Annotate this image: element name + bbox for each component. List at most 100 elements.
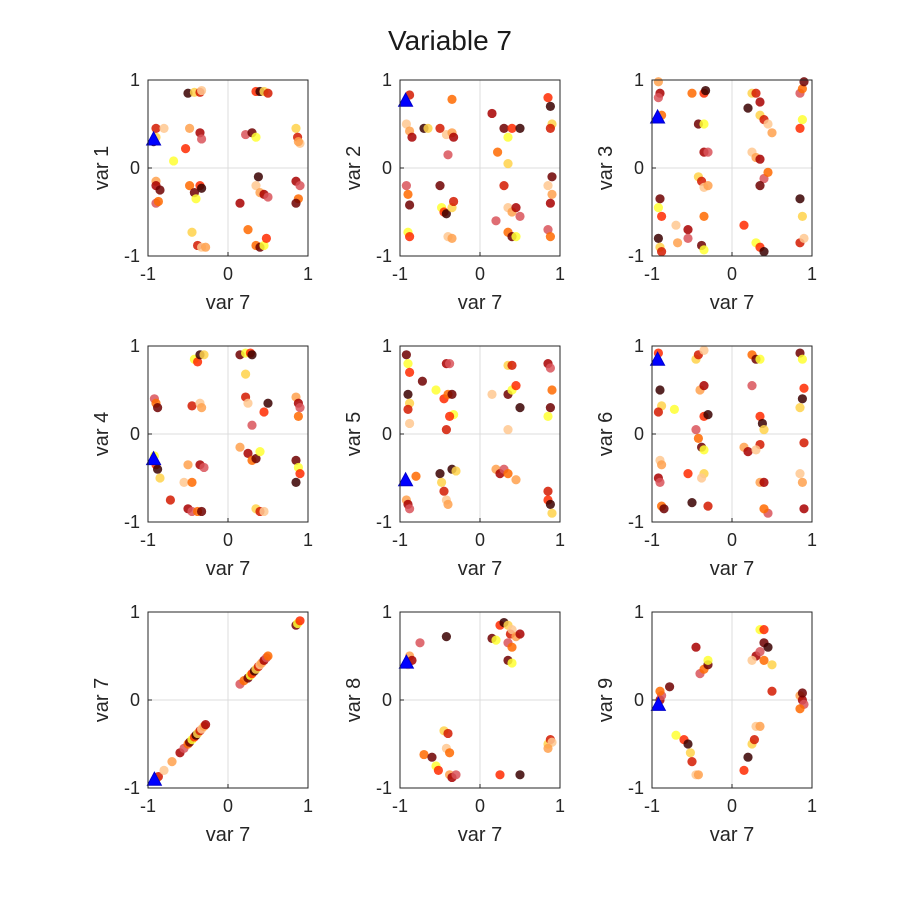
data-point [547, 508, 557, 518]
data-point [155, 473, 165, 483]
x-tick-label: 0 [727, 530, 737, 550]
data-point [405, 200, 415, 210]
data-point [795, 469, 805, 479]
y-tick-label: 0 [634, 424, 644, 444]
data-point [657, 460, 667, 470]
x-tick-label: 0 [475, 264, 485, 284]
y-tick-label: 0 [382, 158, 392, 178]
data-point [291, 123, 301, 133]
data-point [669, 404, 680, 414]
data-point [653, 77, 664, 87]
data-point [655, 194, 665, 204]
data-point [545, 232, 556, 242]
data-point [445, 411, 455, 421]
data-point [755, 97, 765, 107]
x-axis-label: var 7 [458, 824, 502, 846]
data-point [683, 225, 693, 235]
data-point [657, 247, 667, 257]
data-point [739, 765, 749, 776]
data-point [659, 504, 669, 514]
data-point [197, 403, 207, 413]
data-point [547, 172, 557, 182]
data-point [197, 85, 207, 96]
y-tick-label: -1 [376, 778, 392, 798]
data-point [419, 749, 429, 760]
x-axis-label: var 7 [458, 292, 502, 314]
data-point [699, 119, 709, 129]
data-point [653, 233, 664, 243]
data-point [797, 477, 808, 487]
data-point [691, 425, 701, 435]
subplot-4: -1 0 1 1 0 -1 var 7 var 4 [91, 336, 313, 580]
data-point [515, 123, 525, 133]
data-point [547, 385, 557, 395]
x-axis-label: var 7 [206, 558, 250, 580]
y-tick-label: 0 [382, 690, 392, 710]
data-point [445, 359, 455, 369]
x-axis-label: var 7 [710, 824, 754, 846]
data-point [187, 227, 197, 237]
data-point [755, 354, 765, 364]
data-point [543, 743, 553, 754]
y-tick-label: 1 [130, 70, 140, 90]
x-tick-label: 0 [727, 796, 737, 816]
data-point [261, 233, 271, 243]
x-tick-label: -1 [644, 264, 660, 284]
data-point [767, 686, 777, 696]
data-point [703, 410, 713, 420]
data-point [431, 385, 441, 395]
data-point [767, 128, 777, 138]
data-point [507, 625, 517, 635]
data-point [403, 404, 413, 414]
data-point [435, 181, 445, 191]
data-point [697, 473, 707, 483]
data-point [295, 403, 305, 413]
x-tick-label: -1 [140, 796, 156, 816]
data-point [253, 172, 263, 182]
data-point [241, 369, 251, 379]
y-tick-label: -1 [376, 512, 392, 532]
x-tick-label: 0 [223, 530, 233, 550]
data-point [199, 462, 209, 473]
data-point [403, 389, 413, 399]
data-point [755, 154, 765, 164]
data-point [487, 108, 497, 119]
data-point [653, 203, 664, 213]
y-tick-label: 0 [130, 424, 140, 444]
data-point [759, 425, 769, 435]
subplot-1: -1 0 1 1 0 -1 var 7 var 1 [91, 70, 313, 314]
data-point [703, 181, 713, 191]
data-point [511, 232, 521, 242]
data-point [405, 367, 415, 377]
data-point [159, 123, 169, 133]
data-point [263, 88, 273, 98]
data-point [183, 460, 193, 470]
data-point [507, 360, 517, 370]
data-point [759, 655, 769, 666]
y-tick-label: 1 [634, 70, 644, 90]
data-point [449, 132, 459, 142]
x-tick-label: 1 [555, 264, 565, 284]
x-tick-label: -1 [140, 264, 156, 284]
data-point [449, 196, 459, 207]
data-point [799, 504, 809, 514]
reference-marker [398, 654, 415, 669]
subplot-3: -1 0 1 1 0 -1 var 7 var 3 [595, 70, 817, 314]
data-point [405, 418, 415, 429]
data-point [543, 93, 553, 103]
data-point [493, 147, 503, 157]
data-point [185, 123, 195, 133]
y-axis-label: var 5 [343, 412, 365, 456]
data-point [693, 433, 704, 443]
data-point [441, 425, 451, 435]
data-point [655, 686, 665, 696]
data-point [503, 132, 513, 142]
x-tick-label: -1 [140, 530, 156, 550]
data-point [441, 632, 451, 642]
x-tick-label: -1 [392, 530, 408, 550]
data-point [545, 123, 556, 133]
data-point [511, 381, 521, 391]
x-tick-label: 0 [727, 264, 737, 284]
data-point [795, 123, 805, 133]
subplot-9: -1 0 1 1 0 -1 var 7 var 9 [595, 602, 817, 846]
